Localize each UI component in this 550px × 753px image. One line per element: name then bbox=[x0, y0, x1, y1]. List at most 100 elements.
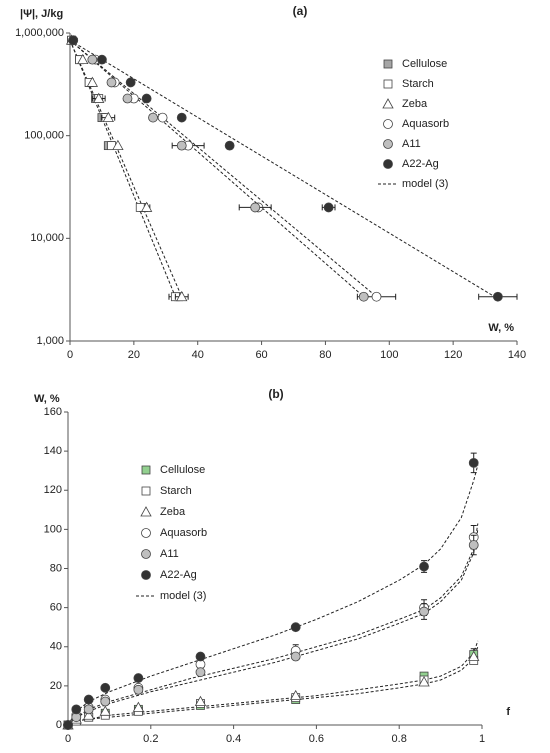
legend-label: model (3) bbox=[160, 590, 206, 602]
marker bbox=[176, 112, 187, 123]
legend-label: Cellulose bbox=[160, 464, 205, 476]
x-tick-label: 140 bbox=[508, 349, 526, 361]
model-line bbox=[69, 39, 377, 298]
marker bbox=[419, 561, 429, 572]
legend-marker bbox=[141, 465, 151, 475]
legend-label: Zeba bbox=[402, 98, 428, 110]
x-tick-label: 0.8 bbox=[392, 733, 407, 745]
marker bbox=[102, 111, 114, 122]
marker bbox=[99, 705, 111, 716]
y-tick-label: 80 bbox=[50, 562, 62, 574]
marker bbox=[100, 682, 111, 693]
marker bbox=[176, 140, 187, 151]
marker bbox=[132, 701, 145, 712]
marker bbox=[468, 650, 480, 661]
legend-marker bbox=[141, 486, 151, 496]
legend-label: Starch bbox=[402, 78, 434, 90]
x-tick-label: 40 bbox=[192, 349, 204, 361]
y-tick-label: 100 bbox=[44, 523, 62, 535]
legend-label: A22-Ag bbox=[402, 158, 439, 170]
marker bbox=[140, 201, 153, 212]
x-tick-label: 100 bbox=[380, 349, 398, 361]
marker bbox=[106, 77, 117, 88]
marker bbox=[141, 93, 152, 104]
marker bbox=[468, 457, 479, 468]
y-tick-label: 0 bbox=[56, 719, 62, 731]
x-tick-label: 80 bbox=[319, 349, 331, 361]
marker bbox=[93, 92, 105, 103]
model-line bbox=[67, 523, 479, 726]
y-tick-label: 60 bbox=[50, 602, 62, 614]
x-tick-label: 0 bbox=[65, 733, 71, 745]
y-tick-label: 160 bbox=[44, 406, 62, 418]
marker bbox=[100, 696, 111, 707]
marker bbox=[290, 689, 302, 701]
y-tick-label: 100,000 bbox=[24, 130, 64, 142]
legend-label: Cellulose bbox=[402, 58, 447, 70]
legend-label: A11 bbox=[402, 138, 421, 150]
model-line bbox=[67, 464, 479, 726]
legend-marker bbox=[141, 549, 151, 559]
y-tick-label: 1,000,000 bbox=[15, 27, 64, 39]
legend-label: Aquasorb bbox=[402, 118, 449, 130]
y-axis-label: W, % bbox=[34, 393, 60, 405]
x-axis-label: f bbox=[506, 706, 510, 718]
marker bbox=[148, 112, 158, 123]
marker bbox=[468, 540, 479, 550]
marker bbox=[371, 291, 382, 302]
marker bbox=[83, 694, 94, 705]
model-line bbox=[67, 640, 479, 726]
model-line bbox=[67, 646, 479, 726]
marker bbox=[125, 77, 136, 88]
x-tick-label: 0 bbox=[67, 349, 73, 361]
marker bbox=[176, 290, 188, 302]
marker bbox=[112, 139, 124, 151]
marker bbox=[97, 54, 107, 65]
marker bbox=[250, 202, 261, 213]
marker bbox=[323, 202, 334, 213]
x-axis-label: W, % bbox=[488, 322, 514, 334]
x-tick-label: 0.2 bbox=[143, 733, 158, 745]
marker bbox=[419, 606, 429, 617]
marker bbox=[195, 651, 206, 662]
marker bbox=[63, 720, 73, 730]
marker bbox=[194, 695, 207, 706]
chart-title: (a) bbox=[293, 4, 308, 18]
model-line bbox=[69, 39, 495, 298]
model-line bbox=[67, 529, 479, 726]
y-tick-label: 120 bbox=[44, 484, 62, 496]
legend-marker bbox=[383, 139, 393, 149]
x-tick-label: 0.6 bbox=[309, 733, 324, 745]
legend-marker bbox=[382, 98, 394, 109]
marker bbox=[68, 35, 79, 46]
x-tick-label: 0.4 bbox=[226, 733, 241, 745]
y-tick-label: 1,000 bbox=[36, 335, 64, 347]
legend-label: model (3) bbox=[402, 178, 448, 190]
marker bbox=[290, 622, 301, 633]
legend-marker bbox=[141, 570, 151, 580]
x-tick-label: 120 bbox=[444, 349, 462, 361]
marker bbox=[195, 667, 206, 678]
marker bbox=[157, 112, 168, 123]
marker bbox=[358, 291, 369, 302]
marker bbox=[86, 76, 99, 87]
legend-marker bbox=[383, 159, 393, 169]
legend-label: A22-Ag bbox=[160, 569, 197, 581]
legend-label: Aquasorb bbox=[160, 527, 207, 539]
marker bbox=[87, 54, 98, 65]
marker bbox=[122, 93, 133, 104]
marker bbox=[492, 291, 503, 302]
marker bbox=[77, 53, 89, 65]
chart-title: (b) bbox=[268, 387, 283, 401]
marker bbox=[224, 140, 235, 151]
marker bbox=[83, 704, 94, 715]
legend-marker bbox=[140, 506, 152, 517]
marker bbox=[290, 651, 301, 662]
y-tick-label: 40 bbox=[50, 641, 62, 653]
x-tick-label: 60 bbox=[255, 349, 267, 361]
y-tick-label: 20 bbox=[50, 680, 62, 692]
legend-label: Zeba bbox=[160, 506, 186, 518]
y-tick-label: 10,000 bbox=[30, 232, 64, 244]
x-tick-label: 20 bbox=[128, 349, 140, 361]
